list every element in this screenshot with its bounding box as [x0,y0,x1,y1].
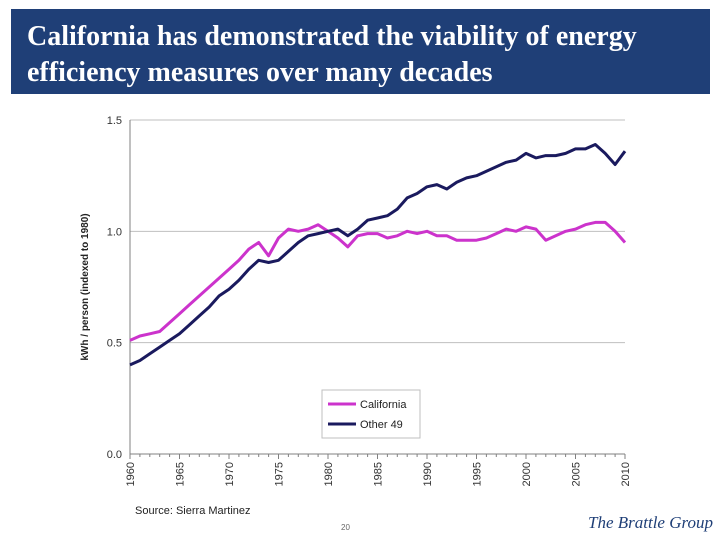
x-tick-label: 1980 [323,462,335,486]
series-line-california [129,220,627,342]
y-axis-label: kWh / person (indexed to 1980) [80,213,91,360]
x-tick-label: 2005 [571,462,583,486]
slide-title: California has demonstrated the viabilit… [27,21,637,88]
line-chart: 0.0 0.5 1.0 1.5 1960 1965 1970 1975 1980 1985 1990… [70,105,670,525]
source-note: Source: Sierra Martinez [135,505,251,517]
x-tick-label: 1965 [175,462,187,486]
y-tick-label: 1.5 [107,115,122,127]
series-line-other-49 [129,143,627,367]
title-band: California has demonstrated the viabilit… [11,9,710,94]
x-tick-label: 2010 [620,462,632,486]
legend-box [321,389,421,439]
y-tick-label: 0.5 [107,338,122,350]
x-tick-label: 1970 [224,462,236,486]
x-tick-label: 2000 [521,462,533,486]
y-tick-label: 1.0 [107,226,122,238]
legend-label: California [360,399,407,411]
legend-label: Other 49 [360,419,403,431]
x-tick-label: 1995 [472,462,484,486]
chart-svg: 0.0 0.5 1.0 1.5 1960 1965 1970 1975 1980 1985 1990… [80,115,632,486]
x-tick-label: 1975 [274,462,286,486]
x-tick-label: 1985 [373,462,385,486]
x-tick-label: 1990 [422,462,434,486]
x-tick-label: 1960 [125,462,137,486]
y-tick-label: 0.0 [107,449,122,461]
page-number: 20 [341,523,350,532]
company-logo: The Brattle Group [588,513,713,532]
